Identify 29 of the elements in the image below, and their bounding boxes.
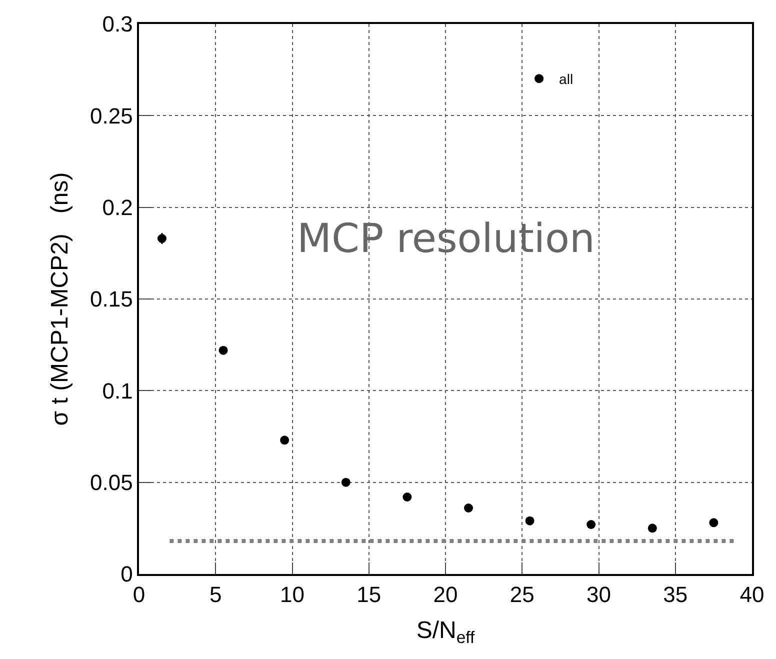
point [280, 436, 290, 445]
y-tick-label: 0.3 [102, 12, 133, 37]
y-tick-label: 0.1 [102, 378, 133, 404]
y-tick-label: 0.2 [102, 195, 133, 220]
x-axis-title: S/N$_{eff}$ [416, 616, 476, 647]
y-tick-label: 0 [120, 562, 133, 587]
x-tick-label: 30 [586, 582, 611, 608]
x-tick-label: 35 [663, 582, 688, 608]
point [464, 504, 473, 512]
point [709, 518, 718, 528]
point [402, 492, 412, 502]
y-tick-label: 0.25 [90, 103, 133, 128]
legend-label: all [559, 71, 574, 88]
annotation: MCP resolution [297, 216, 595, 262]
y-tick-label: 0.15 [90, 286, 133, 312]
x-tick-label: 15 [356, 582, 382, 608]
point [525, 516, 534, 526]
point [341, 478, 350, 487]
point [648, 524, 657, 533]
point [157, 234, 166, 243]
point [218, 346, 228, 355]
y-axis-title: σ t (MCP1-MCP2) (ns) [46, 172, 74, 426]
x-tick-label: 40 [740, 582, 764, 608]
x-tick-label: 25 [510, 582, 534, 608]
x-tick-label: 20 [433, 582, 458, 608]
point [586, 520, 596, 529]
y-tick-label: 0.05 [90, 470, 133, 496]
x-tick-label: 10 [280, 582, 304, 608]
x-tick-label: 5 [210, 582, 222, 608]
